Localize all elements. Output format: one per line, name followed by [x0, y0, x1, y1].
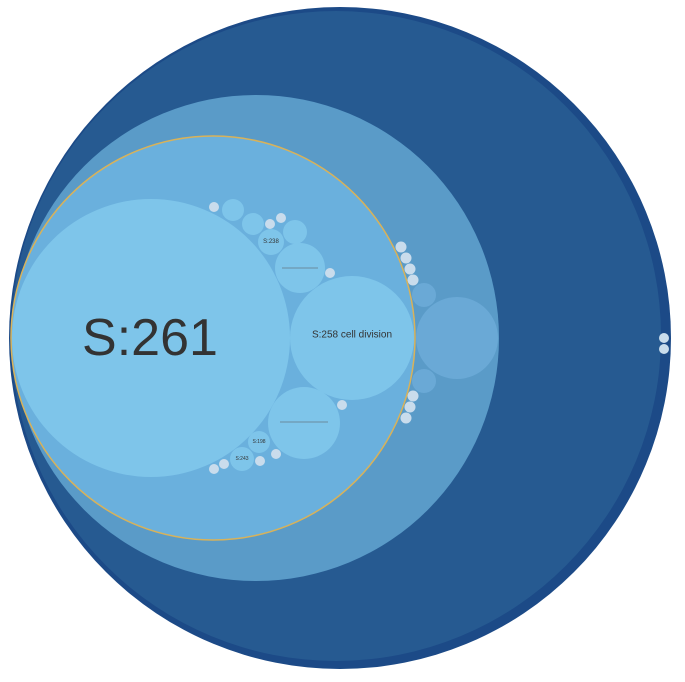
leaf-node[interactable]	[276, 213, 286, 223]
cell-division-circle[interactable]	[290, 276, 414, 400]
sibling-node[interactable]	[412, 283, 436, 307]
leaf-node[interactable]	[404, 401, 416, 413]
leaf-node[interactable]	[659, 333, 669, 343]
child-node[interactable]	[283, 220, 307, 244]
small-node-label: S:198	[252, 439, 265, 445]
main-node-label: S:261	[82, 309, 218, 367]
leaf-node[interactable]	[271, 449, 281, 459]
leaf-node[interactable]	[209, 464, 219, 474]
leaf-node[interactable]	[407, 390, 419, 402]
leaf-node[interactable]	[337, 400, 347, 410]
cell-division-label: S:258 cell division	[312, 330, 392, 341]
main-node-circle[interactable]	[12, 199, 290, 477]
leaf-node[interactable]	[209, 202, 219, 212]
leaf-node[interactable]	[407, 274, 419, 286]
leaf-node[interactable]	[400, 252, 412, 264]
sibling-node[interactable]	[412, 369, 436, 393]
child-node[interactable]	[230, 447, 254, 471]
leaf-node[interactable]	[265, 219, 275, 229]
leaf-node[interactable]	[395, 241, 407, 253]
leaf-node[interactable]	[255, 456, 265, 466]
leaf-node[interactable]	[404, 263, 416, 275]
leaf-node[interactable]	[659, 344, 669, 354]
child-node[interactable]	[258, 229, 284, 255]
child-node[interactable]	[222, 199, 244, 221]
leaf-node[interactable]	[219, 459, 229, 469]
child-node[interactable]	[248, 431, 270, 453]
small-node-label: S:243	[235, 456, 248, 462]
leaf-node[interactable]	[400, 412, 412, 424]
sibling-node-large[interactable]	[416, 297, 498, 379]
leaf-node[interactable]	[325, 268, 335, 278]
child-node[interactable]	[242, 213, 264, 235]
small-node-label: S:238	[263, 239, 279, 245]
child-node[interactable]	[268, 387, 340, 459]
